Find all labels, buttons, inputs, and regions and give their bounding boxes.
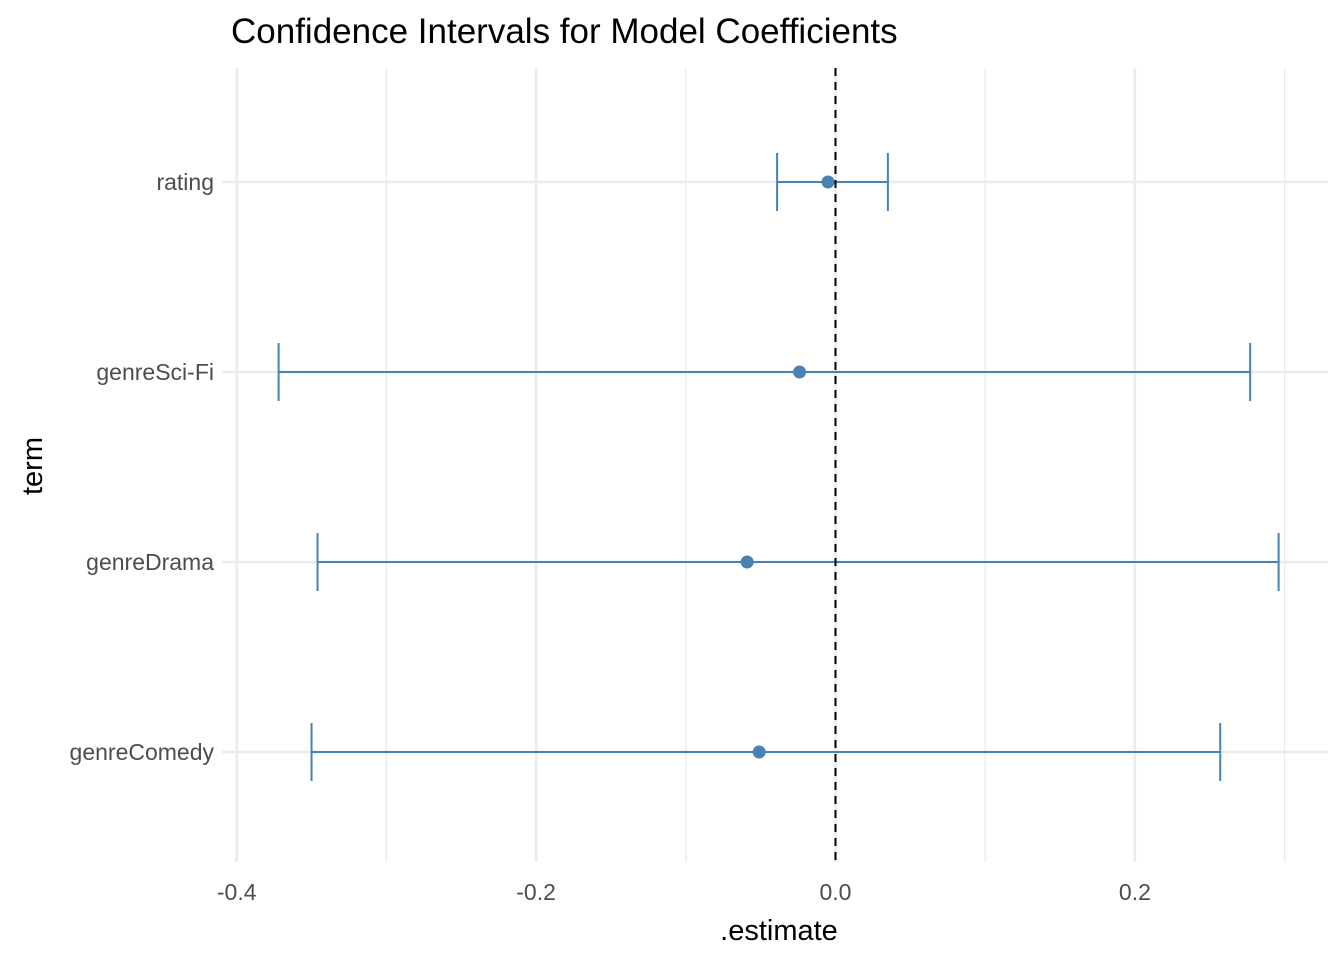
point-rating [821, 175, 835, 189]
grid-lines [222, 68, 1328, 862]
errorbar-genreSci-Fi [277, 343, 1252, 401]
x-tick-label: 0.2 [1119, 879, 1151, 905]
x-axis-title: .estimate [720, 915, 838, 947]
x-tick-label: -0.4 [217, 879, 257, 905]
errorbar-genreDrama [316, 533, 1280, 591]
y-tick-label: genreComedy [70, 739, 215, 765]
estimate-points [740, 175, 835, 759]
x-tick-labels: -0.4 -0.2 0.0 0.2 [217, 879, 1151, 905]
point-genreDrama [740, 555, 754, 569]
errorbar-genreComedy [310, 723, 1222, 781]
y-tick-label: genreSci-Fi [96, 359, 214, 385]
x-tick-label: 0.0 [820, 879, 852, 905]
error-bars [277, 153, 1280, 781]
chart-title: Confidence Intervals for Model Coefficie… [231, 12, 898, 51]
point-genreSci-Fi [793, 365, 807, 379]
y-tick-label: genreDrama [86, 549, 214, 575]
y-tick-labels: genreComedy genreDrama genreSci-Fi rating [70, 169, 215, 765]
y-axis-title: term [17, 437, 49, 495]
y-tick-label: rating [156, 169, 214, 195]
x-tick-label: -0.2 [516, 879, 556, 905]
point-genreComedy [752, 745, 766, 759]
